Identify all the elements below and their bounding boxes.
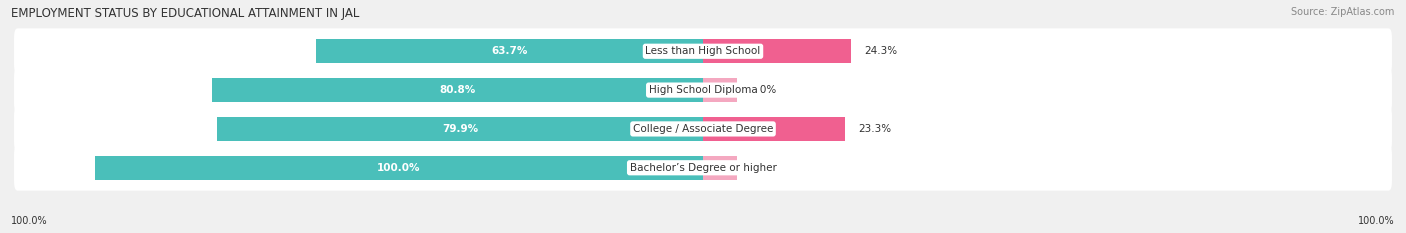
Bar — [703, 117, 845, 141]
Text: High School Diploma: High School Diploma — [648, 85, 758, 95]
FancyBboxPatch shape — [14, 67, 1392, 113]
Bar — [316, 39, 703, 63]
Bar — [218, 117, 703, 141]
Bar — [703, 156, 737, 180]
Text: Bachelor’s Degree or higher: Bachelor’s Degree or higher — [630, 163, 776, 173]
Text: 63.7%: 63.7% — [491, 46, 527, 56]
Text: 0.0%: 0.0% — [751, 163, 776, 173]
Text: 23.3%: 23.3% — [858, 124, 891, 134]
Text: 24.3%: 24.3% — [865, 46, 897, 56]
Bar — [703, 39, 851, 63]
Text: 80.8%: 80.8% — [439, 85, 475, 95]
Text: 0.0%: 0.0% — [751, 85, 776, 95]
Text: 79.9%: 79.9% — [441, 124, 478, 134]
Bar — [212, 78, 703, 102]
FancyBboxPatch shape — [14, 145, 1392, 191]
Bar — [703, 78, 737, 102]
Text: 100.0%: 100.0% — [377, 163, 420, 173]
Text: College / Associate Degree: College / Associate Degree — [633, 124, 773, 134]
FancyBboxPatch shape — [14, 28, 1392, 74]
Text: Less than High School: Less than High School — [645, 46, 761, 56]
FancyBboxPatch shape — [14, 106, 1392, 152]
Text: Source: ZipAtlas.com: Source: ZipAtlas.com — [1291, 7, 1395, 17]
Text: 100.0%: 100.0% — [1358, 216, 1395, 226]
Text: EMPLOYMENT STATUS BY EDUCATIONAL ATTAINMENT IN JAL: EMPLOYMENT STATUS BY EDUCATIONAL ATTAINM… — [11, 7, 360, 20]
Text: 100.0%: 100.0% — [11, 216, 48, 226]
Bar — [96, 156, 703, 180]
